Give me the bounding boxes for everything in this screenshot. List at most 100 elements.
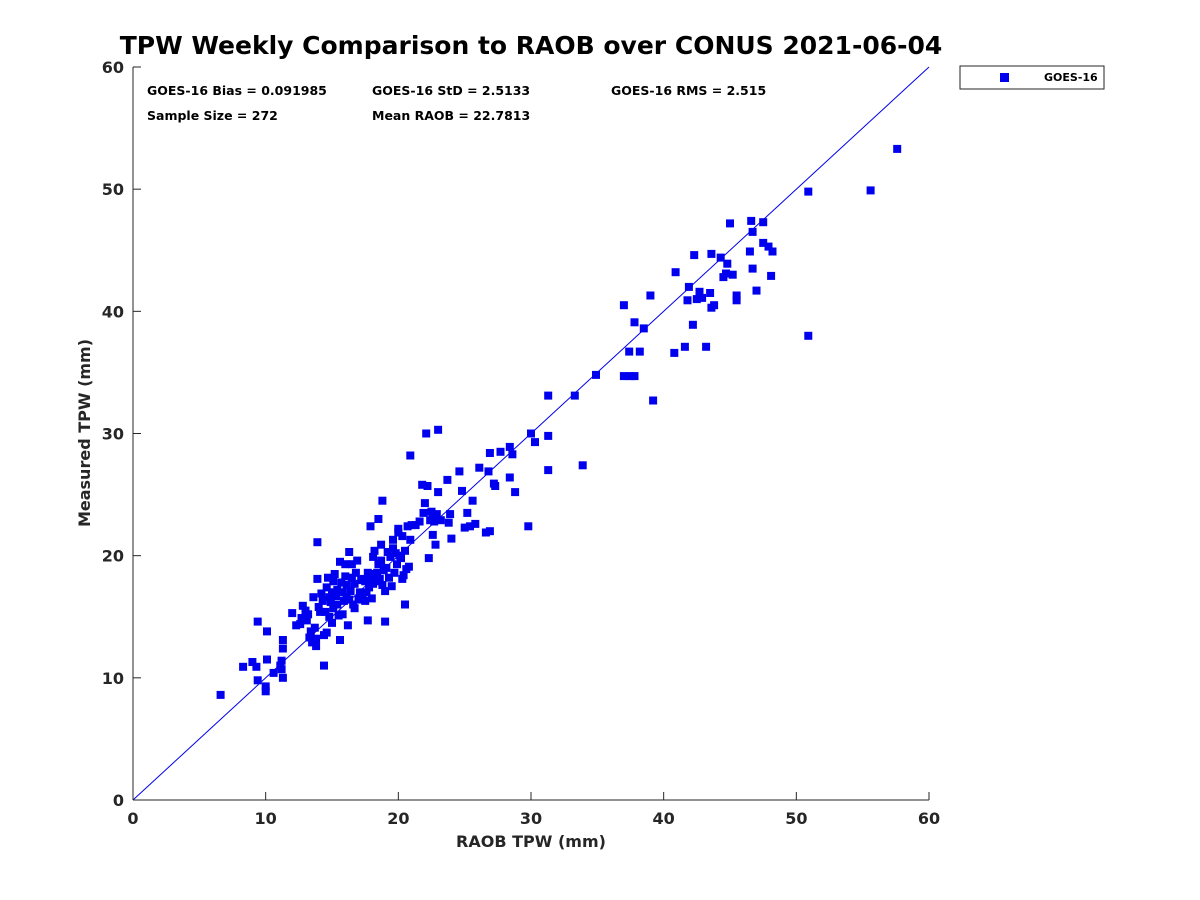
data-point	[373, 568, 382, 577]
data-point	[415, 517, 424, 526]
data-point	[404, 562, 413, 571]
data-point	[508, 450, 517, 459]
data-point	[680, 342, 689, 351]
data-point	[695, 287, 704, 296]
data-point	[239, 662, 248, 671]
x-tick-label: 0	[127, 809, 138, 828]
x-tick-label: 30	[520, 809, 542, 828]
y-axis-ticks: 0 10 20 30 40 50 60	[102, 58, 141, 810]
x-axis-label: RAOB TPW (mm)	[456, 832, 606, 851]
data-point	[336, 636, 344, 644]
data-point	[463, 508, 472, 517]
data-point	[748, 227, 757, 236]
data-point	[722, 269, 730, 278]
data-point	[363, 616, 372, 625]
stat-rms: GOES-16 RMS = 2.515	[611, 83, 766, 98]
y-tick-label: 10	[102, 669, 124, 688]
data-point	[428, 530, 437, 539]
data-point	[322, 583, 331, 592]
data-point	[443, 475, 452, 484]
data-point	[333, 585, 342, 594]
data-point	[343, 621, 352, 630]
data-point	[312, 634, 321, 643]
y-tick-label: 60	[102, 58, 124, 77]
data-point	[278, 636, 287, 644]
data-point	[347, 573, 356, 582]
data-point	[369, 552, 378, 561]
stat-bias: GOES-16 Bias = 0.091985	[147, 83, 327, 98]
data-point	[745, 247, 754, 256]
data-point	[475, 463, 484, 472]
data-point	[401, 600, 409, 609]
data-point	[328, 618, 336, 627]
data-point	[389, 544, 397, 553]
y-tick-label: 20	[102, 547, 124, 566]
data-point	[728, 270, 737, 279]
x-tick-label: 20	[387, 809, 409, 828]
data-point	[320, 661, 328, 670]
y-axis-label: Measured TPW (mm)	[75, 339, 94, 527]
data-point	[726, 219, 734, 228]
data-point	[322, 628, 331, 637]
data-point	[353, 556, 362, 565]
data-point	[345, 548, 354, 556]
data-point	[444, 518, 453, 527]
data-point	[671, 268, 680, 277]
x-tick-label: 10	[255, 809, 277, 828]
data-point	[297, 614, 306, 622]
data-point	[431, 540, 440, 549]
data-point	[592, 370, 600, 379]
data-point	[764, 242, 773, 251]
data-point	[688, 320, 697, 329]
data-point	[304, 610, 313, 619]
data-point	[314, 603, 323, 611]
data-point	[485, 527, 494, 536]
data-point	[544, 391, 553, 400]
data-point	[389, 535, 397, 544]
data-point	[324, 573, 332, 582]
data-point	[333, 600, 342, 609]
data-point	[347, 560, 356, 569]
data-point	[248, 658, 257, 666]
data-point	[378, 581, 387, 589]
data-point	[310, 623, 319, 632]
data-point	[341, 572, 350, 581]
data-point	[377, 540, 386, 549]
data-point	[398, 532, 407, 541]
data-point	[401, 546, 409, 555]
data-point	[649, 396, 658, 405]
data-point	[362, 588, 371, 597]
data-point	[390, 568, 399, 577]
data-point	[747, 216, 756, 225]
data-point	[683, 296, 692, 305]
data-point	[646, 291, 655, 300]
x-axis-ticks: 0 10 20 30 40 50 60	[127, 792, 940, 828]
data-point	[318, 596, 327, 605]
data-point	[345, 595, 354, 604]
data-point	[496, 447, 505, 456]
data-point	[350, 579, 359, 588]
stat-sample-size: Sample Size = 272	[147, 108, 278, 123]
data-point	[505, 473, 514, 482]
data-point	[732, 291, 741, 300]
legend: GOES-16	[959, 65, 1105, 90]
data-point	[367, 570, 376, 578]
data-point	[296, 620, 305, 629]
data-point	[544, 466, 553, 475]
data-point	[619, 301, 628, 310]
data-point	[424, 554, 433, 563]
data-point	[350, 604, 359, 613]
data-point	[430, 517, 439, 526]
data-point	[570, 391, 579, 400]
data-point	[252, 662, 261, 671]
data-point	[253, 617, 262, 626]
data-point	[381, 617, 390, 626]
data-point	[367, 594, 376, 603]
data-point	[759, 238, 768, 247]
data-point	[460, 523, 469, 532]
data-point	[354, 595, 363, 604]
data-point	[692, 295, 701, 304]
data-point	[346, 587, 355, 596]
data-points-group	[216, 144, 902, 699]
